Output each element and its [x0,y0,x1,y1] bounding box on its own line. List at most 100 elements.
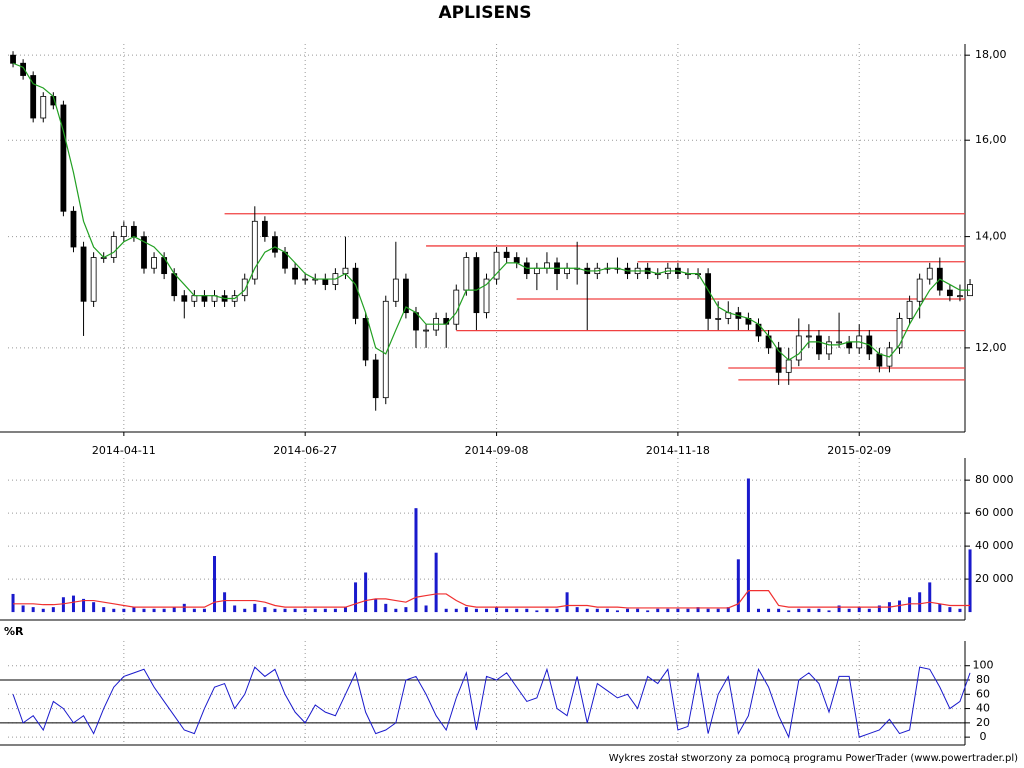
candle-body [564,267,570,275]
y-tick-label: 16,00 [975,133,1007,146]
candle-body [483,278,490,314]
bar [746,478,750,613]
candle-body [946,289,953,297]
candle-body [80,246,87,302]
bar [71,595,75,613]
bar [595,608,599,613]
candle-body [120,225,127,238]
candle-body [362,318,369,361]
bar [202,608,206,613]
bar [938,603,942,613]
candle-body [403,278,409,314]
candle-body [20,62,27,76]
bar [867,608,871,613]
bar [243,608,247,613]
chart-title: APLISENS [438,3,531,23]
candle-body [544,262,550,269]
candle-body [826,341,832,355]
bar [515,608,519,613]
y-tick-label: 60 000 [975,506,1014,519]
bar [495,607,499,613]
bar [92,602,96,613]
candle-body [463,257,470,291]
candle-body [896,318,903,349]
bar [354,582,358,613]
candle-body [181,295,188,302]
bar [827,610,831,613]
candle-body [705,273,712,319]
y-tick-label: 0 [980,730,987,743]
candle-body [473,257,480,314]
x-tick-label: 2014-09-08 [465,444,529,457]
y-tick-label: 12,00 [975,341,1007,354]
bar [41,608,45,613]
bar [676,608,680,613]
bar [31,607,35,613]
candle-body [110,236,117,258]
bar [968,549,972,613]
bar [323,608,327,613]
bar [313,608,317,613]
candle-body [322,278,329,285]
bar [394,608,398,613]
bar [716,608,720,613]
candle-body [775,347,782,373]
candle-body [90,257,97,302]
candle-body [906,300,913,319]
candle-body [70,210,77,248]
candle-body [513,257,520,264]
bar [767,608,771,613]
candle-body [201,295,208,302]
volume-average [13,590,971,609]
bar [444,608,448,613]
bar [686,608,690,613]
bar [152,608,156,613]
bar [817,608,821,613]
bar [364,572,368,613]
candle-body [342,267,349,275]
candle-body [272,236,278,253]
bar [726,607,730,613]
bar [777,608,781,613]
bar [626,608,630,613]
candle-body [261,220,268,238]
bar [293,608,297,613]
candle-body [151,257,157,269]
bar [424,605,428,613]
bar [877,605,881,613]
candle-body [876,353,883,367]
candle-body [392,278,399,302]
footer: Wykres został stworzony za pomocą progra… [609,753,1018,764]
bar [505,608,509,613]
bar [837,605,841,613]
bar [787,610,791,613]
x-tick-label: 2014-11-18 [646,444,710,457]
bar [213,556,217,613]
bar [807,608,811,613]
candle-body [926,267,933,280]
candle-body [805,335,812,338]
bar [343,607,347,613]
candle-body [131,225,137,238]
bar [414,508,418,613]
bar [263,607,267,613]
bar [172,607,176,613]
bar [756,608,760,613]
y-tick-label: 20 [976,716,990,729]
candle-body [423,329,429,332]
y-tick-label: 40 000 [975,539,1014,552]
bar [223,592,227,613]
bar [605,608,609,613]
candle-body [352,267,359,319]
bar [857,607,861,613]
bar [555,608,559,613]
bar [646,610,650,613]
y-tick-label: 80 000 [975,473,1014,486]
bar [535,610,539,613]
candle-body [795,335,802,361]
candle-body [141,236,147,269]
bar [61,597,65,613]
bar [283,608,287,613]
bar [273,608,277,613]
